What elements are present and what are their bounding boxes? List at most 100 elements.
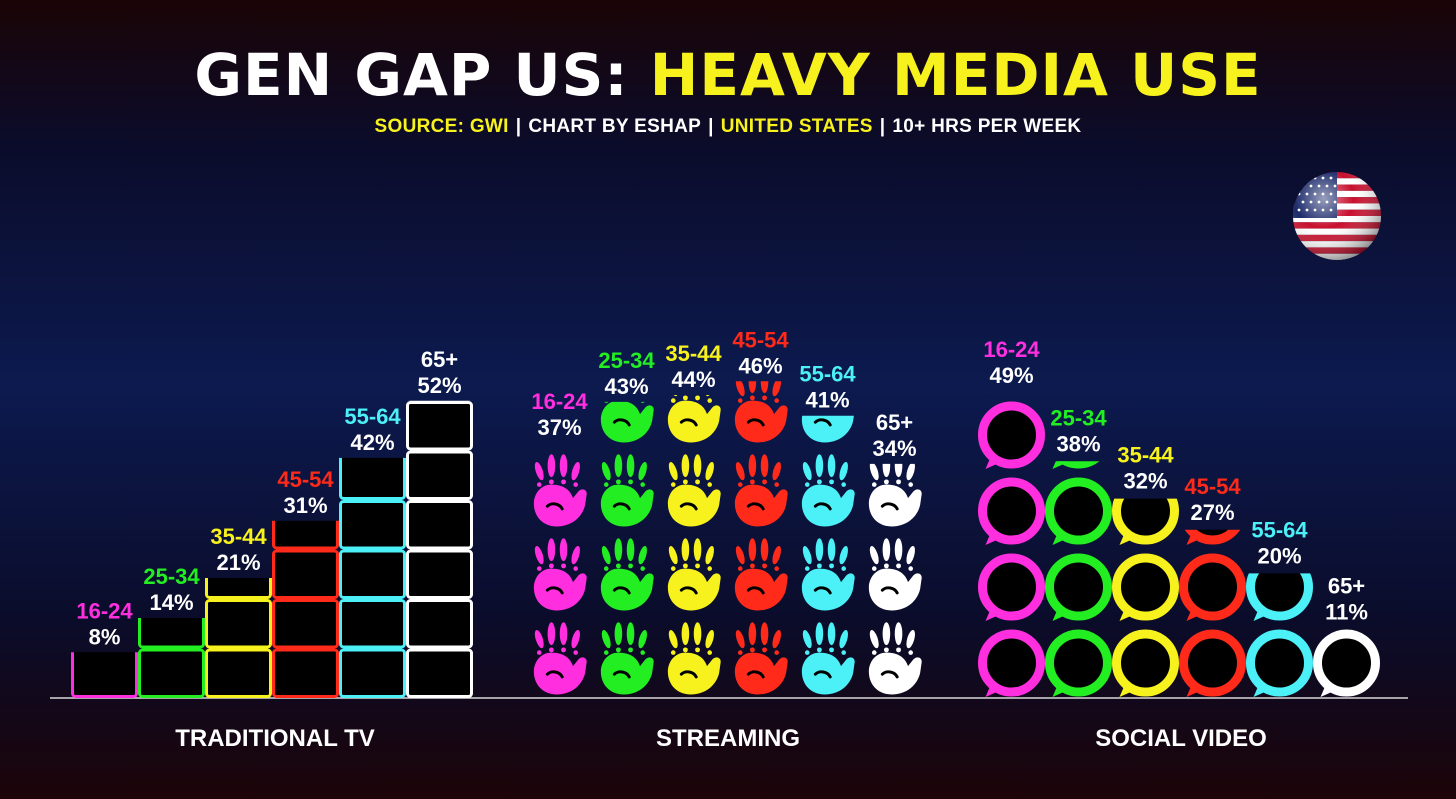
value-label: 11% — [1325, 599, 1368, 624]
bar-traditional-tv-35-44: 21%35-44 — [205, 524, 272, 698]
bar-social-video-35-44: 32%35-44 — [1112, 443, 1179, 697]
series-label: 16-24 — [983, 337, 1040, 362]
bar-social-video-55-64: 20%55-64 — [1246, 517, 1313, 697]
tv-screen-icon — [406, 549, 473, 599]
series-label: 16-24 — [76, 598, 133, 623]
bar-traditional-tv-55-64: 42%55-64 — [339, 404, 406, 698]
category-label-streaming: STREAMING — [656, 725, 800, 752]
speech-bubble-icon — [985, 392, 987, 393]
speech-bubble-icon — [1246, 573, 1313, 621]
speech-bubble-icon — [1184, 529, 1241, 545]
handprint-icon — [799, 452, 857, 528]
speech-bubble-icon — [1179, 629, 1246, 697]
title-part-2: HEAVY MEDIA USE — [649, 41, 1262, 109]
series-label: 45-54 — [732, 327, 789, 352]
handprint-icon — [732, 381, 790, 444]
tv-screen-icon — [71, 652, 138, 698]
value-label: 20% — [1257, 543, 1301, 568]
speech-bubble-icon — [1179, 553, 1246, 621]
tv-screen-icon — [205, 648, 272, 698]
handprint-icon — [598, 536, 656, 612]
series-label: 25-34 — [143, 564, 200, 589]
series-label: 35-44 — [665, 341, 722, 366]
speech-bubble-icon — [1246, 629, 1313, 697]
bar-streaming-35-44: 44%35-44 — [665, 341, 723, 696]
us-flag-icon — [1293, 172, 1381, 260]
series-label: 55-64 — [799, 362, 856, 387]
tv-screen-icon — [339, 599, 406, 649]
bar-streaming-65: 34%65+ — [866, 410, 924, 696]
speech-bubble-icon — [1112, 553, 1179, 621]
tv-screen-icon — [272, 599, 339, 649]
series-label: 65+ — [421, 347, 458, 372]
bar-social-video-45-54: 27%45-54 — [1179, 474, 1246, 697]
series-label: 45-54 — [1184, 474, 1241, 499]
handprint-icon — [866, 536, 924, 612]
handprint-icon — [732, 620, 790, 696]
value-label: 32% — [1123, 469, 1167, 494]
series-label: 65+ — [1328, 573, 1365, 598]
value-label: 8% — [89, 624, 121, 649]
subtitle-separator: | — [879, 116, 886, 137]
subtitle-separator: | — [515, 116, 522, 137]
handprint-icon — [531, 620, 589, 696]
bar-streaming-25-34: 43%25-34 — [598, 348, 656, 696]
series-label: 65+ — [876, 410, 913, 435]
subtitle-separator: | — [708, 116, 714, 137]
speech-bubble-icon — [1112, 629, 1179, 697]
tv-screen-icon — [339, 457, 406, 500]
speech-bubble-icon — [1045, 629, 1112, 697]
bar-streaming-16-24: 37%16-24 — [531, 389, 589, 696]
subtitle-chart-by: CHART BY ESHAP — [528, 116, 702, 137]
tv-screen-icon — [406, 500, 473, 550]
bar-streaming-55-64: 41%55-64 — [799, 362, 857, 696]
value-label: 31% — [283, 493, 327, 518]
handprint-icon — [799, 536, 857, 612]
value-label: 21% — [216, 550, 260, 575]
tv-screen-icon — [406, 648, 473, 698]
series-label: 35-44 — [210, 524, 267, 549]
tv-screen-icon — [406, 450, 473, 500]
subtitle-source: SOURCE: GWI — [374, 116, 509, 137]
value-label: 42% — [350, 430, 394, 455]
bar-social-video-16-24: 49%16-24 — [978, 337, 1045, 697]
value-label: 38% — [1056, 431, 1100, 456]
tv-screen-icon — [272, 520, 339, 550]
value-label: 34% — [872, 436, 916, 461]
handprint-icon — [598, 452, 656, 528]
series-label: 16-24 — [531, 389, 588, 414]
value-label: 41% — [805, 388, 849, 413]
value-label: 37% — [537, 415, 581, 440]
handprint-icon — [598, 620, 656, 696]
tv-screen-icon — [272, 549, 339, 599]
handprint-icon — [732, 536, 790, 612]
handprint-icon — [665, 452, 723, 528]
series-label: 55-64 — [344, 404, 401, 429]
tv-screen-icon — [205, 577, 272, 599]
tv-screen-icon — [339, 549, 406, 599]
speech-bubble-icon — [1112, 498, 1179, 545]
series-label: 45-54 — [277, 467, 334, 492]
series-label: 35-44 — [1117, 443, 1174, 468]
handprint-icon — [531, 536, 589, 612]
tv-screen-icon — [205, 599, 272, 649]
bar-traditional-tv-16-24: 8%16-24 — [71, 598, 138, 698]
value-label: 43% — [604, 374, 648, 399]
chart-subtitle: SOURCE: GWI | CHART BY ESHAP | UNITED STATES… — [0, 116, 1456, 138]
bar-streaming-45-54: 46%45-54 — [732, 327, 790, 696]
speech-bubble-icon — [978, 553, 1045, 621]
category-group-traditional-tv: 8%16-24 14%25-3421%35-4431%45-5442%55-645… — [71, 347, 473, 752]
subtitle-metric: 10+ HRS PER WEEK — [892, 116, 1082, 137]
value-label: 44% — [671, 367, 715, 392]
tv-screen-icon — [138, 648, 205, 698]
bar-social-video-25-34: 38%25-34 — [1045, 405, 1112, 697]
bar-traditional-tv-65: 52%65+ — [406, 347, 473, 698]
tv-screen-icon — [406, 401, 473, 451]
series-label: 25-34 — [1050, 405, 1107, 430]
handprint-icon — [665, 620, 723, 696]
speech-bubble-icon — [1052, 461, 1100, 469]
plot-area: 8%16-24 14%25-3421%35-4431%45-5442%55-645… — [50, 172, 1408, 752]
bar-traditional-tv-25-34: 14%25-34 — [138, 564, 205, 698]
